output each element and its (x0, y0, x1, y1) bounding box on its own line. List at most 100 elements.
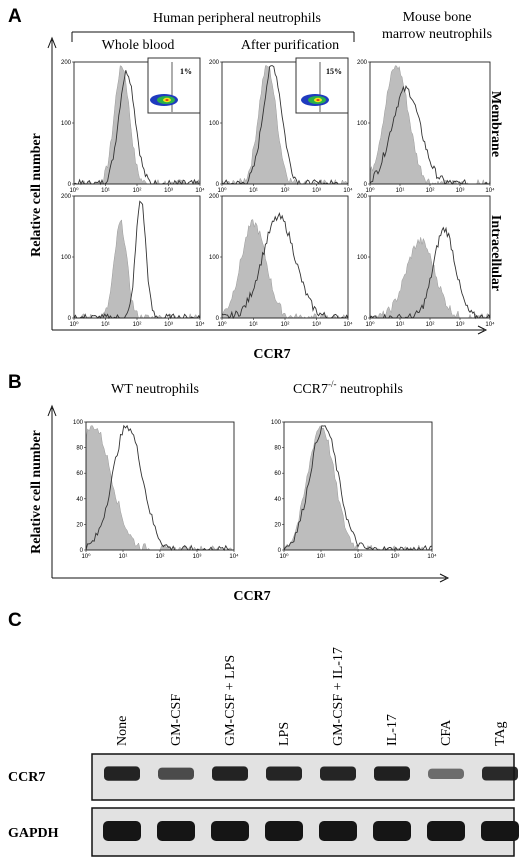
panel-b-title-wt: WT neutrophils (111, 382, 199, 397)
hist-mouse-intracellular-shaded (369, 237, 491, 319)
gel-row-label-ccr7: CCR7 (8, 770, 45, 785)
hist-purif-membrane: 0 100 200 10⁰ 10¹ 10² 10³ 10⁴ (209, 60, 353, 194)
hist-mouse-intracellular-xtick: 10² (426, 322, 435, 328)
hist-purif-membrane-ytick: 100 (209, 121, 220, 127)
hist-mouse-membrane-ytick: 0 (364, 182, 368, 188)
hist-whole-membrane-ytick: 0 (68, 182, 72, 188)
band-ccr7 (374, 766, 410, 781)
lane-label: GM-CSF + LPS (223, 655, 238, 746)
hist-mouse-membrane-ytick: 200 (357, 60, 368, 66)
lane-label: CFA (439, 719, 454, 746)
hist-wt-shaded (85, 425, 234, 551)
band-ccr7 (104, 766, 140, 781)
inset-after-purification: 15% (295, 57, 349, 114)
hist-purif-membrane-xtick: 10² (281, 188, 290, 194)
hist-mouse-membrane-xtick: 10⁴ (485, 187, 495, 194)
band-ccr7 (266, 766, 302, 781)
hist-wt-xtick: 10⁰ (81, 553, 91, 560)
hist-wt-ytick: 40 (76, 497, 83, 503)
panel-a-x-arrowhead (477, 325, 488, 335)
hist-ko-ytick: 60 (274, 471, 281, 477)
hist-ko-ytick: 20 (274, 522, 281, 528)
lane-label: IL-17 (385, 714, 400, 746)
hist-mouse-intracellular-ytick: 0 (364, 316, 368, 322)
hist-mouse-intracellular-xtick: 10⁰ (365, 321, 375, 328)
hist-wt: 0 20 40 60 80 100 10⁰ 10¹ 10² 10³ 10⁴ (73, 420, 239, 560)
group-header: Human peripheral neutrophils (153, 11, 321, 26)
hist-wt-ytick: 20 (76, 522, 83, 528)
panel-b-histograms: 0 20 40 60 80 100 10⁰ 10¹ 10² 10³ 10⁴ 0 20 40 60 80 100 1… (73, 420, 437, 560)
lane-label: LPS (277, 722, 292, 746)
panel-c-letter: C (8, 610, 22, 631)
lane-label: None (115, 716, 130, 746)
row-label-membrane: Membrane (488, 91, 503, 157)
lane-label: GM-CSF + IL-17 (331, 647, 346, 746)
hist-purif-intracellular-ytick: 200 (209, 194, 220, 200)
hist-purif-intracellular-xtick: 10³ (312, 322, 321, 328)
hist-whole-membrane-xtick: 10² (133, 188, 142, 194)
panel-b-y-arrowhead (47, 404, 57, 417)
panel-a-letter: A (8, 6, 22, 27)
hist-whole-intracellular-ytick: 100 (61, 255, 72, 261)
hist-ko-xtick: 10⁴ (427, 553, 437, 560)
band-gapdh (319, 821, 357, 841)
lane-label: GM-CSF (169, 694, 184, 746)
hist-mouse-membrane-ytick: 100 (357, 121, 368, 127)
hist-whole-intracellular-xtick: 10⁰ (69, 321, 79, 328)
inset-whole-blood: 1% (147, 57, 201, 114)
row-label-intracellular: Intracellular (488, 215, 503, 291)
band-gapdh (427, 821, 465, 841)
hist-whole-intracellular-outline (73, 200, 201, 320)
hist-mouse-intracellular-outline (369, 226, 491, 320)
hist-purif-intracellular-shaded (221, 219, 349, 319)
hist-purif-membrane-outline (221, 65, 349, 186)
hist-whole-membrane-xtick: 10⁰ (69, 187, 79, 194)
panel-b-title-ko: CCR7-/- neutrophils (293, 379, 403, 397)
inset-after-purification-percent: 15% (326, 67, 342, 76)
hist-mouse-intracellular-ytick: 100 (357, 255, 368, 261)
hist-whole-membrane-ytick: 100 (61, 121, 72, 127)
band-gapdh (265, 821, 303, 841)
hist-whole-intracellular-ytick: 0 (68, 316, 72, 322)
panel-b-letter: B (8, 372, 22, 393)
band-gapdh (481, 821, 519, 841)
hist-whole-intracellular-frame (73, 195, 201, 319)
hist-whole-intracellular: 0 100 200 10⁰ 10¹ 10² 10³ 10⁴ (61, 194, 205, 328)
col-header-mouse-1: Mouse bone (403, 10, 472, 25)
hist-purif-intracellular: 0 100 200 10⁰ 10¹ 10² 10³ 10⁴ (209, 194, 353, 328)
hist-whole-intracellular-shaded (73, 219, 201, 319)
band-gapdh (103, 821, 141, 841)
hist-purif-membrane-ytick: 0 (216, 182, 220, 188)
hist-wt-ytick: 80 (76, 446, 83, 452)
hist-purif-membrane-xtick: 10³ (312, 188, 321, 194)
hist-ko-ytick: 0 (278, 548, 282, 554)
hist-ko-ytick: 40 (274, 497, 281, 503)
hist-mouse-membrane-xtick: 10⁰ (365, 187, 375, 194)
panel-a-xlabel: CCR7 (253, 347, 290, 362)
hist-whole-intracellular-xtick: 10³ (164, 322, 173, 328)
hist-ko-xtick: 10¹ (317, 554, 326, 560)
hist-whole-intracellular-xtick: 10² (133, 322, 142, 328)
hist-whole-intracellular-ytick: 200 (61, 194, 72, 200)
hist-whole-membrane-xtick: 10³ (164, 188, 173, 194)
hist-wt-xtick: 10⁴ (229, 553, 239, 560)
hist-wt-xtick: 10² (156, 554, 165, 560)
hist-whole-membrane-xtick: 10¹ (101, 188, 110, 194)
hist-whole-membrane-ytick: 200 (61, 60, 72, 66)
panel-c-lane-labels: None GM-CSF GM-CSF + LPS LPS GM-CSF + IL-17 I… (115, 647, 508, 746)
hist-purif-intracellular-ytick: 0 (216, 316, 220, 322)
panel-a-y-arrowhead (47, 36, 57, 49)
band-gapdh (211, 821, 249, 841)
gel-row-label-gapdh: GAPDH (8, 826, 59, 841)
hist-purif-intracellular-xtick: 10⁴ (343, 321, 353, 328)
hist-ko-ytick: 100 (271, 420, 282, 426)
group-bracket (71, 31, 355, 42)
band-ccr7 (482, 766, 518, 781)
hist-whole-membrane: 0 100 200 10⁰ 10¹ 10² 10³ 10⁴ (61, 60, 205, 194)
hist-whole-membrane-outline (73, 70, 200, 186)
hist-mouse-intracellular-ytick: 200 (357, 194, 368, 200)
lane-label: TAg (493, 721, 508, 746)
hist-wt-ytick: 60 (76, 471, 83, 477)
hist-mouse-intracellular-xtick: 10³ (456, 322, 465, 328)
